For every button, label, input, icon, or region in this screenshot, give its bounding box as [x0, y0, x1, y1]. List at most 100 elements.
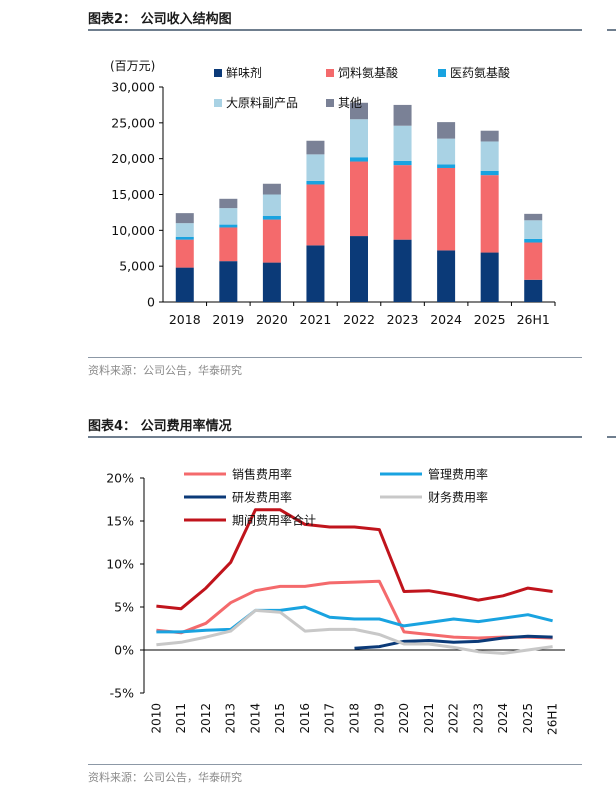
y-tick-label: 0%: [114, 643, 134, 658]
x-tick-label: 2010: [149, 703, 163, 734]
x-tick-label: 2020: [256, 312, 288, 327]
bar-segment: [480, 170, 499, 176]
bar-segment: [393, 160, 412, 166]
legend-label: 大原料副产品: [226, 96, 298, 110]
bar-segment: [306, 140, 325, 155]
x-tick-label: 2014: [248, 703, 262, 734]
bar-segment: [437, 138, 456, 165]
y-tick-label: 5,000: [119, 259, 155, 274]
series-line: [156, 605, 553, 634]
bar-segment: [175, 239, 194, 268]
series-line: [156, 508, 553, 611]
bar-segment: [262, 219, 281, 263]
legend-swatch: [214, 69, 222, 77]
x-tick-label: 2015: [273, 703, 287, 734]
figure-2-bottom-rule: [88, 357, 582, 358]
figure-4-source: 资料来源：公司公告，华泰研究: [88, 771, 242, 784]
bar-segment: [350, 157, 368, 162]
bar-segment: [262, 194, 281, 216]
bar-segment: [350, 102, 368, 120]
legend-label: 饲料氨基酸: [338, 65, 398, 80]
bar-segment: [350, 119, 368, 158]
bar-segment: [393, 165, 412, 240]
x-tick-label: 26H1: [517, 312, 550, 327]
x-tick-label: 2024: [496, 703, 510, 734]
y-tick-label: 10%: [106, 557, 134, 572]
bar-segment: [393, 104, 412, 126]
bar-segment: [306, 184, 325, 246]
bar-segment: [524, 279, 543, 302]
legend-label: 研发费用率: [232, 490, 292, 505]
bar-segment: [219, 208, 238, 225]
y-tick-label: 30,000: [111, 80, 155, 95]
bar-segment: [350, 161, 368, 237]
bar-segment: [393, 239, 412, 302]
legend-label: 鲜味剂: [226, 65, 262, 80]
bar-segment: [480, 130, 499, 142]
adjacent-page-rule: [607, 29, 616, 31]
y-tick-label: 15%: [106, 514, 134, 529]
x-tick-label: 2025: [521, 703, 535, 734]
bar-segment: [524, 213, 543, 221]
bar-segment: [480, 252, 499, 302]
figure-2-title: 图表2： 公司收入结构图: [88, 12, 232, 27]
bar-segment: [524, 242, 543, 280]
x-tick-label: 2019: [212, 312, 244, 327]
legend-label: 期间费用率合计: [232, 513, 316, 528]
legend-label: 其他: [338, 96, 362, 110]
bar-segment: [393, 125, 412, 161]
bar-segment: [262, 216, 281, 220]
bar-segment: [437, 250, 456, 302]
figure-4-bottom-rule: [88, 764, 582, 765]
bar-segment: [219, 198, 238, 209]
adjacent-page-rule: [607, 436, 616, 438]
legend-label: 医药氨基酸: [450, 65, 510, 80]
series-line: [354, 634, 553, 650]
bar-segment: [175, 236, 194, 240]
series-line: [156, 608, 553, 655]
bar-segment: [175, 267, 194, 302]
legend-swatch: [214, 99, 222, 107]
x-tick-label: 2013: [224, 703, 238, 734]
y-tick-label: -5%: [110, 686, 134, 701]
x-tick-label: 2021: [300, 312, 332, 327]
legend-label: 销售费用率: [232, 467, 292, 482]
x-tick-label: 2011: [174, 703, 188, 734]
bar-segment: [175, 213, 194, 224]
bar-segment: [306, 245, 325, 302]
x-tick-label: 2018: [169, 312, 201, 327]
y-tick-label: 20%: [106, 471, 134, 486]
y-tick-label: 10,000: [111, 223, 155, 238]
x-tick-label: 2022: [343, 312, 375, 327]
x-tick-label: 2020: [397, 703, 411, 734]
bar-segment: [524, 238, 543, 243]
x-tick-label: 2019: [372, 703, 386, 734]
bar-segment: [219, 227, 238, 262]
y-tick-label: 0: [147, 295, 155, 310]
bar-segment: [437, 167, 456, 251]
revenue-structure-chart: 2018 2019 2020 2021 2022 2023 2024 2025 26H1 0 5,…: [110, 59, 556, 327]
x-tick-label: 2022: [447, 703, 461, 734]
x-tick-label: 2021: [422, 703, 436, 734]
bar-segment: [262, 183, 281, 195]
figure-4-title: 图表4： 公司费用率情况: [88, 419, 232, 434]
x-tick-label: 26H1: [546, 703, 560, 735]
figure-4-top-rule: [88, 436, 582, 438]
legend-label: 管理费用率: [428, 467, 488, 482]
bar-segment: [437, 164, 456, 168]
y-tick-label: 5%: [114, 600, 134, 615]
bar-segment: [480, 175, 499, 253]
figure-2-source: 资料来源：公司公告，华泰研究: [88, 364, 242, 377]
bar-segment: [219, 224, 238, 228]
figure-2-top-rule: [88, 29, 582, 31]
x-tick-label: 2018: [348, 703, 362, 734]
bar-segment: [350, 236, 368, 302]
x-tick-label: 2012: [199, 703, 213, 734]
x-tick-label: 2024: [430, 312, 462, 327]
bar-segment: [175, 223, 194, 237]
legend-swatch: [438, 69, 446, 77]
bar-segment: [437, 122, 456, 139]
x-tick-label: 2023: [471, 703, 485, 734]
bar-segment: [306, 180, 325, 185]
